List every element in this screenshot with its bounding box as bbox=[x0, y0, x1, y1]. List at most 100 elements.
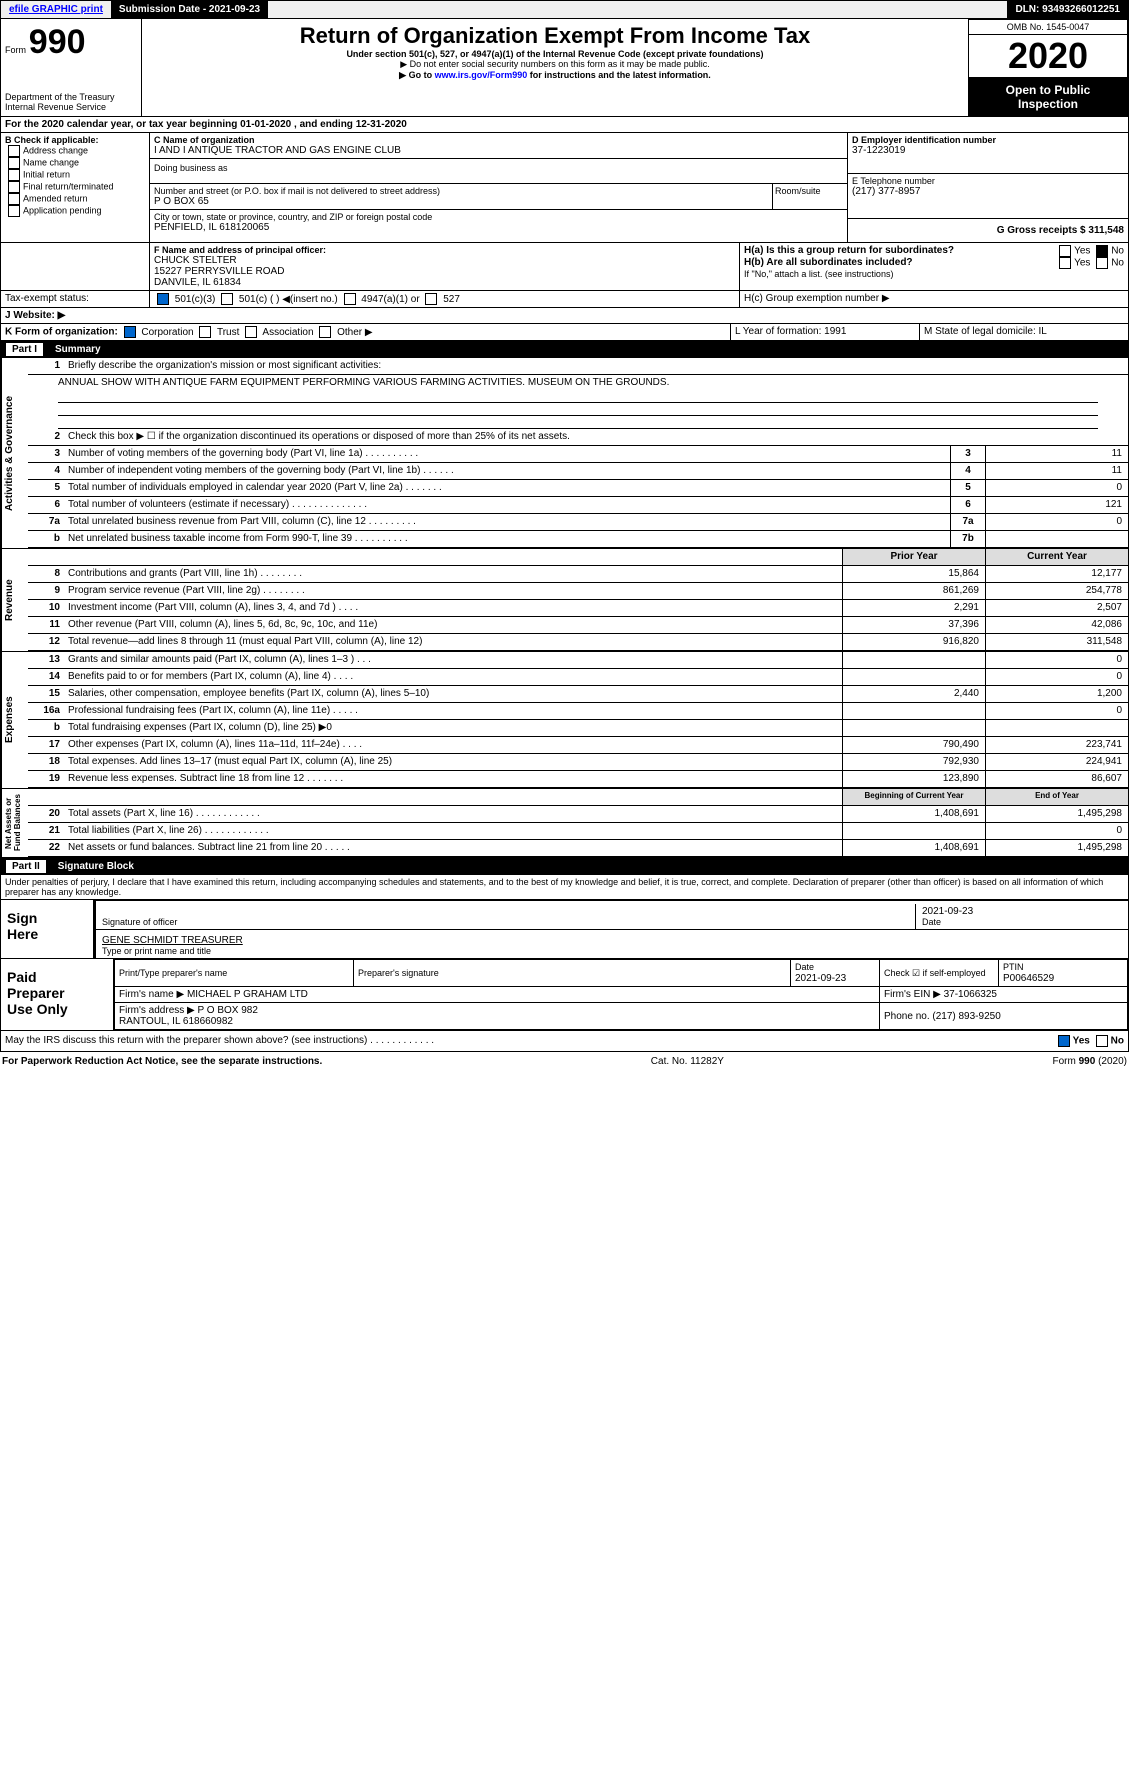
side-governance: Activities & Governance bbox=[1, 358, 28, 548]
side-revenue: Revenue bbox=[1, 549, 28, 651]
paid-preparer-block: Paid Preparer Use Only Print/Type prepar… bbox=[0, 959, 1129, 1031]
footer-left: For Paperwork Reduction Act Notice, see … bbox=[2, 1056, 322, 1067]
i-label: Tax-exempt status: bbox=[1, 291, 150, 307]
expenses-block: Expenses 13Grants and similar amounts pa… bbox=[0, 652, 1129, 789]
phone: (217) 377-8957 bbox=[852, 186, 1124, 197]
prep-name-lbl: Print/Type preparer's name bbox=[119, 968, 227, 978]
net-curr-hdr: End of Year bbox=[985, 789, 1128, 805]
paid-preparer: Paid Preparer Use Only bbox=[1, 959, 113, 1030]
discuss-row: May the IRS discuss this return with the… bbox=[0, 1031, 1129, 1052]
part1-title: Summary bbox=[55, 344, 101, 355]
city: PENFIELD, IL 618120065 bbox=[154, 222, 843, 233]
firm: MICHAEL P GRAHAM LTD bbox=[187, 989, 308, 1000]
part2-bar: Part II Signature Block bbox=[0, 858, 1129, 875]
firm-ein: Firm's EIN ▶ 37-1066325 bbox=[880, 987, 1128, 1003]
tax-year: 2020 bbox=[968, 34, 1128, 78]
city-label: City or town, state or province, country… bbox=[154, 212, 843, 222]
side-net: Net Assets or Fund Balances bbox=[1, 789, 28, 857]
hb-label: H(b) Are all subordinates included? bbox=[744, 257, 913, 269]
prior-hdr: Prior Year bbox=[842, 549, 985, 565]
part2-label: Part II bbox=[6, 860, 46, 873]
addr: P O BOX 65 bbox=[154, 196, 768, 207]
hd-label: H(c) Group exemption number ▶ bbox=[740, 291, 1128, 307]
l2: Check this box ▶ ☐ if the organization d… bbox=[64, 429, 1128, 445]
mission: ANNUAL SHOW WITH ANTIQUE FARM EQUIPMENT … bbox=[28, 375, 1128, 390]
footer-mid: Cat. No. 11282Y bbox=[651, 1056, 724, 1067]
officer-addr: 15227 PERRYSVILLE ROAD DANVILE, IL 61834 bbox=[154, 266, 735, 288]
firm-phone: Phone no. (217) 893-9250 bbox=[880, 1003, 1128, 1030]
check-self: Check ☑ if self-employed bbox=[884, 968, 986, 978]
name-lbl: Type or print name and title bbox=[102, 946, 1122, 956]
j-website: J Website: ▶ bbox=[1, 308, 1128, 323]
b-opt[interactable]: Initial return bbox=[5, 169, 145, 181]
side-expenses: Expenses bbox=[1, 652, 28, 788]
b-label: B Check if applicable: bbox=[5, 135, 145, 145]
section-bcdeg: B Check if applicable: Address changeNam… bbox=[0, 133, 1129, 243]
c-label: C Name of organization bbox=[154, 135, 843, 145]
f-label: F Name and address of principal officer: bbox=[154, 245, 735, 255]
ha-label: H(a) Is this a group return for subordin… bbox=[744, 245, 954, 257]
b-opt[interactable]: Final return/terminated bbox=[5, 181, 145, 193]
m-state: M State of legal domicile: IL bbox=[920, 324, 1128, 340]
l-year: L Year of formation: 1991 bbox=[731, 324, 920, 340]
subtitle-2: ▶ Do not enter social security numbers o… bbox=[146, 59, 964, 70]
dln: DLN: 93493266012251 bbox=[1007, 1, 1128, 18]
discuss-text: May the IRS discuss this return with the… bbox=[5, 1035, 1055, 1047]
ptin-lbl: PTIN bbox=[1003, 962, 1024, 972]
b-opt[interactable]: Address change bbox=[5, 145, 145, 157]
addr-label: Number and street (or P.O. box if mail i… bbox=[154, 186, 768, 196]
omb: OMB No. 1545-0047 bbox=[968, 19, 1128, 34]
irs-link[interactable]: www.irs.gov/Form990 bbox=[435, 70, 528, 80]
section-fh: F Name and address of principal officer:… bbox=[0, 243, 1129, 291]
dba-label: Doing business as bbox=[154, 163, 843, 173]
declaration: Under penalties of perjury, I declare th… bbox=[0, 875, 1129, 900]
prep-date-lbl: Date bbox=[795, 962, 814, 972]
officer-print: GENE SCHMIDT TREASURER bbox=[102, 935, 1122, 946]
prep-sig-lbl: Preparer's signature bbox=[358, 968, 439, 978]
ein: 37-1223019 bbox=[852, 145, 1124, 156]
open-public: Open to Public Inspection bbox=[968, 78, 1128, 116]
efile-badge[interactable]: efile GRAPHIC print bbox=[1, 1, 111, 18]
ptin: P00646529 bbox=[1003, 973, 1054, 984]
footer: For Paperwork Reduction Act Notice, see … bbox=[0, 1052, 1129, 1071]
b-opt[interactable]: Amended return bbox=[5, 193, 145, 205]
top-bar: efile GRAPHIC print Submission Date - 20… bbox=[0, 0, 1129, 19]
dept-label: Department of the Treasury Internal Reve… bbox=[1, 88, 141, 116]
summary-block: Activities & Governance 1Briefly describ… bbox=[0, 358, 1129, 549]
form-header: Form 990 Department of the Treasury Inte… bbox=[0, 19, 1129, 117]
form-number: 990 bbox=[29, 23, 86, 61]
sign-here: Sign Here bbox=[1, 900, 93, 958]
hc-label: If "No," attach a list. (see instruction… bbox=[744, 269, 1124, 279]
net-prior-hdr: Beginning of Current Year bbox=[842, 789, 985, 805]
subtitle-3: ▶ Go to www.irs.gov/Form990 for instruct… bbox=[146, 70, 964, 81]
part1-bar: Part I Summary bbox=[0, 341, 1129, 358]
officer-name: CHUCK STELTER bbox=[154, 255, 735, 266]
curr-hdr: Current Year bbox=[985, 549, 1128, 565]
g-receipts: G Gross receipts $ 311,548 bbox=[848, 219, 1128, 242]
firm-addr-lbl: Firm's address ▶ bbox=[119, 1005, 195, 1016]
section-klm: K Form of organization: Corporation Trus… bbox=[0, 324, 1129, 341]
k-label: K Form of organization: bbox=[5, 327, 118, 338]
sign-here-block: Sign Here Signature of officer 2021-09-2… bbox=[0, 900, 1129, 959]
b-opt[interactable]: Name change bbox=[5, 157, 145, 169]
firm-lbl: Firm's name ▶ bbox=[119, 989, 184, 1000]
revenue-block: Revenue Prior Year Current Year 8Contrib… bbox=[0, 549, 1129, 652]
sig-date: 2021-09-23 bbox=[922, 906, 1122, 917]
line-a: For the 2020 calendar year, or tax year … bbox=[1, 117, 1128, 132]
room-label: Room/suite bbox=[772, 184, 847, 209]
d-label: D Employer identification number bbox=[852, 135, 1124, 145]
b-opt[interactable]: Application pending bbox=[5, 205, 145, 217]
date-lbl: Date bbox=[922, 917, 1122, 927]
sig-officer-lbl: Signature of officer bbox=[102, 917, 909, 927]
section-i: Tax-exempt status: 501(c)(3) 501(c) ( ) … bbox=[0, 291, 1129, 308]
e-label: E Telephone number bbox=[852, 176, 1124, 186]
form-label: Form bbox=[5, 45, 26, 55]
form-title: Return of Organization Exempt From Incom… bbox=[146, 23, 964, 49]
subtitle-1: Under section 501(c), 527, or 4947(a)(1)… bbox=[146, 49, 964, 59]
part2-title: Signature Block bbox=[58, 861, 134, 872]
l1: Briefly describe the organization's miss… bbox=[64, 358, 1128, 374]
net-block: Net Assets or Fund Balances Beginning of… bbox=[0, 789, 1129, 858]
part1-label: Part I bbox=[6, 343, 43, 356]
footer-right: Form 990 (2020) bbox=[1053, 1056, 1127, 1067]
prep-date: 2021-09-23 bbox=[795, 973, 846, 984]
